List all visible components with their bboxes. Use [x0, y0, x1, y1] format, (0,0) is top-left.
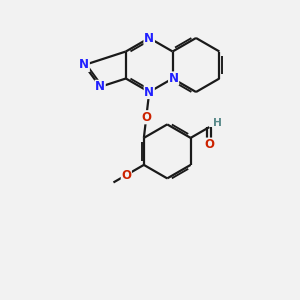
Text: N: N: [79, 58, 89, 71]
Text: O: O: [204, 138, 214, 151]
Text: O: O: [121, 169, 131, 182]
Text: H: H: [213, 118, 222, 128]
Text: N: N: [169, 72, 178, 85]
Text: N: N: [95, 80, 105, 93]
Text: N: N: [144, 85, 154, 98]
Text: N: N: [144, 32, 154, 44]
Text: O: O: [141, 111, 151, 124]
Text: N: N: [144, 32, 154, 44]
